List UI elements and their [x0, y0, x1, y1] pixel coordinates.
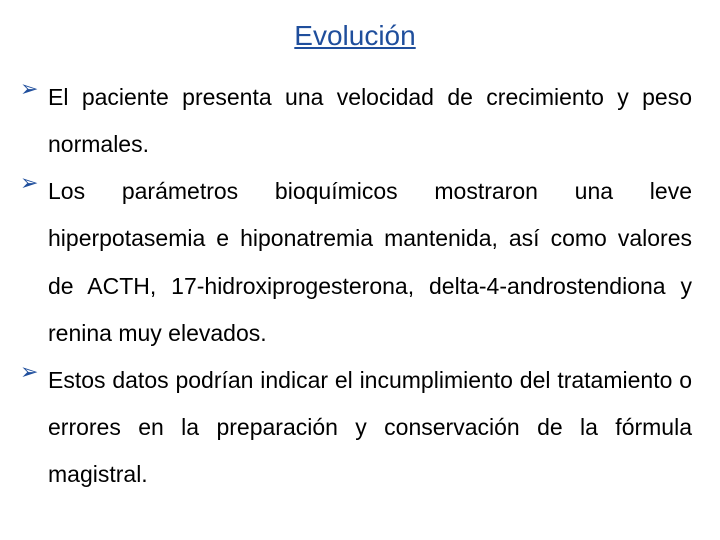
slide-container: Evolución ➢ El paciente presenta una vel…: [0, 0, 720, 540]
chevron-right-icon: ➢: [20, 170, 38, 196]
list-item: ➢ Estos datos podrían indicar el incumpl…: [18, 357, 692, 498]
bullet-list: ➢ El paciente presenta una velocidad de …: [18, 74, 692, 498]
bullet-text: Los parámetros bioquímicos mostraron una…: [48, 168, 692, 357]
list-item: ➢ El paciente presenta una velocidad de …: [18, 74, 692, 168]
slide-title: Evolución: [18, 20, 692, 52]
bullet-text: Estos datos podrían indicar el incumplim…: [48, 357, 692, 498]
chevron-right-icon: ➢: [20, 359, 38, 385]
bullet-text: El paciente presenta una velocidad de cr…: [48, 74, 692, 168]
chevron-right-icon: ➢: [20, 76, 38, 102]
list-item: ➢ Los parámetros bioquímicos mostraron u…: [18, 168, 692, 357]
